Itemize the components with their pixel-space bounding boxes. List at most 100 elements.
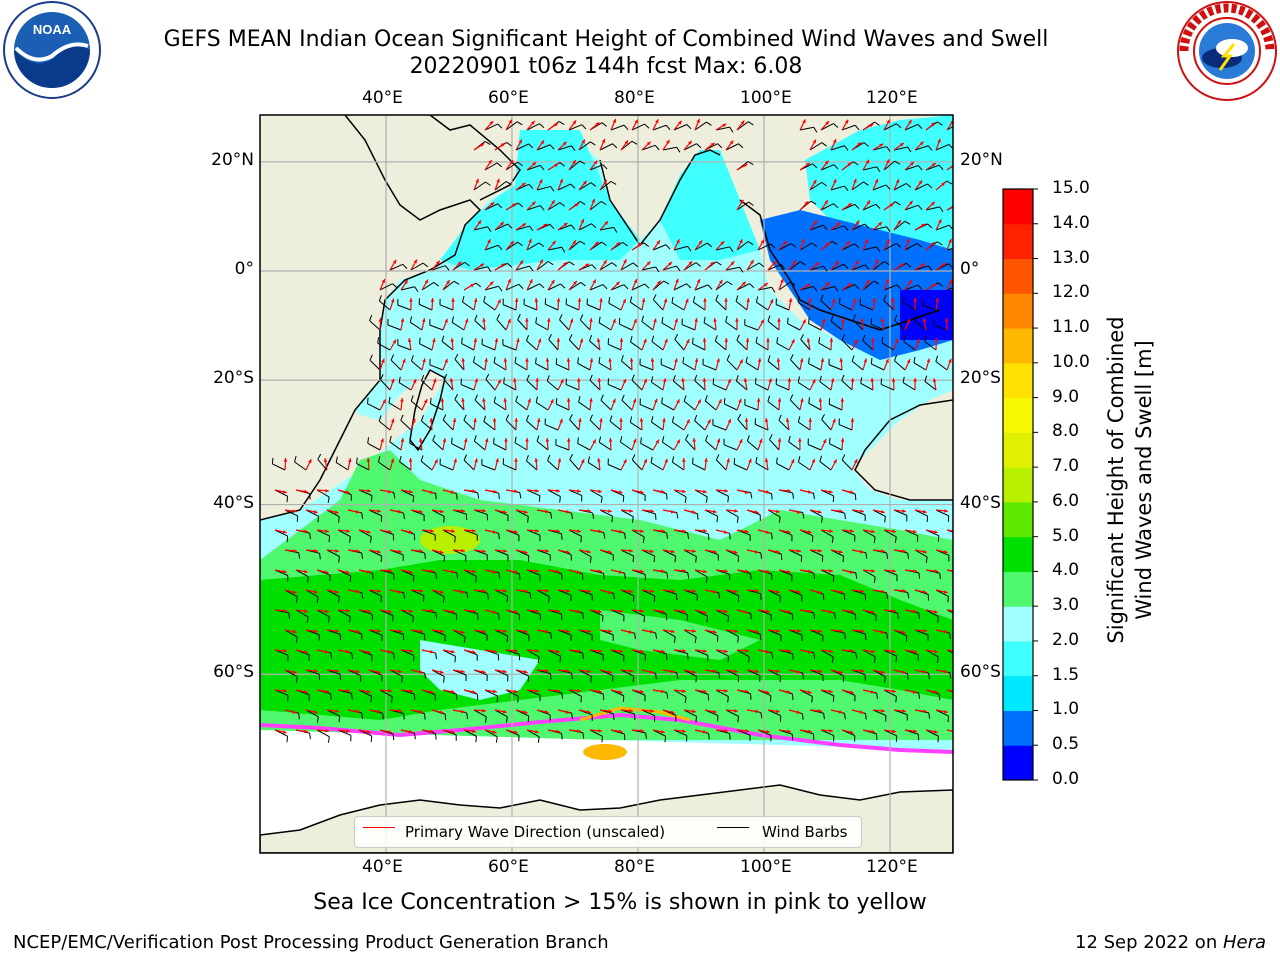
wind-barb [914,320,927,331]
wind-barb-flag [708,733,710,740]
wave-arrow-head [916,338,920,343]
wave-arrow-head [497,379,501,384]
wind-barb [577,442,591,451]
wind-barb [767,509,781,518]
wave-arrow-head [597,458,601,462]
wave-arrow-head [688,261,693,266]
wind-barb [441,340,454,351]
wind-barb [463,459,475,471]
wave-arrow-head [546,318,551,322]
wave-arrow-head [439,590,444,594]
wind-barb-flag [661,397,663,404]
wind-barb-flag [792,492,795,499]
wind-barb-flag [619,436,623,443]
wave-arrow-head [666,139,670,144]
wind-barb [462,301,475,311]
wind-barb [555,444,570,451]
wind-barb-flag [361,512,364,519]
wave-arrow-head [618,529,623,534]
wind-barb [808,402,822,411]
colorbar-tick-label: 8.0 [1052,421,1080,442]
wind-barb [568,339,580,351]
wave-arrow-head [755,709,759,713]
wind-barb [547,202,561,211]
wind-barb-flag [517,241,523,247]
wind-barb-flag [582,653,584,660]
wind-barb [316,529,330,537]
wave-arrow-head [474,378,479,383]
wave-arrow-head [931,163,936,167]
wind-barb-flag [729,533,731,540]
wave-arrow-head [740,120,745,125]
wind-barb [568,489,583,497]
wave-arrow-head [593,160,598,165]
wave-arrow-head [727,418,732,423]
wind-barb [735,380,748,391]
wave-arrow-head [377,509,381,513]
wave-arrow-head [303,689,308,694]
wind-barb [820,729,835,737]
wind-barb-flag [800,333,804,340]
wind-barb-flag [838,297,841,304]
wind-barb-flag [515,395,519,402]
wave-arrow-head [901,670,906,674]
wind-barb-flag [577,357,579,364]
wind-barb [388,402,402,411]
wind-barb-flag [598,436,602,443]
wave-arrow-head [913,569,917,573]
wind-barb [481,464,496,471]
wind-barb-flag [841,334,845,341]
wind-barb-flag [821,516,823,523]
wave-arrow-head [799,358,804,363]
wind-barb-flag [729,126,734,133]
wind-barb [358,489,373,496]
wind-barb [653,299,664,311]
wave-arrow-head [712,549,717,554]
wind-barb-flag [497,203,503,209]
wind-barb [305,589,319,598]
wave-arrow-head [676,439,680,444]
wave-arrow-head [870,690,875,694]
longitude-label: 120°E [866,857,918,877]
wave-arrow-head [435,260,440,265]
wind-barb [841,459,853,471]
wind-barb [526,529,541,536]
wind-barb-flag [587,456,590,463]
wave-arrow-head [612,118,616,123]
wind-barb [904,123,919,131]
colorbar-tick-label: 14.0 [1052,212,1090,233]
wave-arrow-head [676,399,680,404]
wave-arrow-head [934,569,938,573]
wind-barb-flag [874,121,880,126]
wave-arrow-head [472,489,476,493]
wave-arrow-head [471,690,476,694]
wave-arrow-head [545,358,550,362]
wind-barb-flag [370,696,373,703]
colorbar-swatch [1003,293,1033,329]
wind-barb-flag [549,224,555,230]
wave-arrow-head [502,669,507,674]
wind-barb [589,729,603,737]
wave-arrow-head [513,610,518,614]
wind-barb [755,383,769,391]
wind-barb-flag [503,377,505,384]
wind-barb [809,181,823,191]
wind-barb [484,285,499,291]
wave-arrow-head [404,280,408,284]
wind-barb-flag [718,592,721,599]
wind-barb [505,419,517,431]
wind-barb [893,220,906,231]
wind-barb-flag [819,455,823,462]
wind-barb-flag [918,572,921,579]
wave-arrow-head [451,298,455,302]
wind-barb-flag [547,454,551,461]
wave-arrow-head [282,490,287,494]
wind-barb [893,509,908,516]
wind-barb [547,489,561,497]
wind-barb [568,529,582,537]
colorbar-swatch [1003,467,1033,503]
wind-barb-flag [424,713,426,720]
wave-arrow-head [744,610,749,614]
wave-arrow-head [692,589,696,593]
wind-barb [883,243,897,251]
